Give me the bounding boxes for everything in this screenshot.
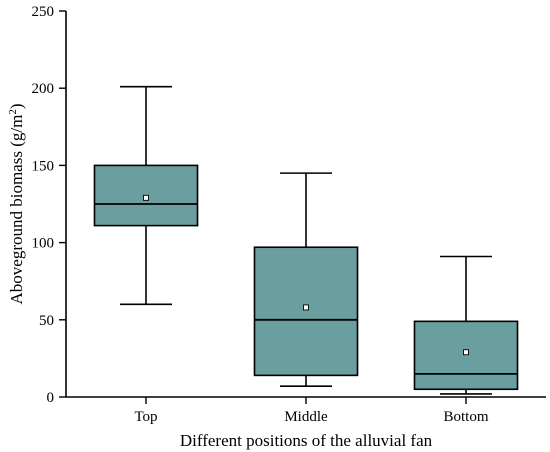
x-tick-label: Top xyxy=(134,409,157,425)
iqr-box xyxy=(253,246,359,377)
box-series xyxy=(93,85,519,395)
y-tick-label: 50 xyxy=(39,313,54,329)
mean-marker xyxy=(143,194,149,201)
y-tick-label: 200 xyxy=(32,81,55,97)
y-axis-ticks: 0 50 100 150 200 250 xyxy=(32,4,66,406)
y-tick-label: 100 xyxy=(32,236,55,252)
y-axis-title-superscript: 2 xyxy=(7,109,19,115)
x-tick-label: Bottom xyxy=(443,409,488,425)
y-tick-label: 150 xyxy=(32,158,55,174)
y-tick-label: 250 xyxy=(32,4,55,20)
mean-marker xyxy=(463,349,469,356)
y-axis-title-main: Aboveground biomass (g/m xyxy=(7,115,26,305)
y-tick-label: 0 xyxy=(47,390,55,406)
x-axis-title: Different positions of the alluvial fan xyxy=(180,431,433,450)
box-group-bottom xyxy=(413,255,519,395)
box-group-top xyxy=(93,85,199,306)
mean-marker xyxy=(303,304,309,311)
y-axis-title-close: ) xyxy=(7,104,26,110)
y-axis-title: Aboveground biomass (g/m2) xyxy=(7,104,26,305)
box-group-middle xyxy=(253,172,359,387)
x-tick-label: Middle xyxy=(284,409,328,425)
iqr-box xyxy=(413,320,519,391)
x-axis-ticks: Top Middle Bottom xyxy=(134,397,489,425)
